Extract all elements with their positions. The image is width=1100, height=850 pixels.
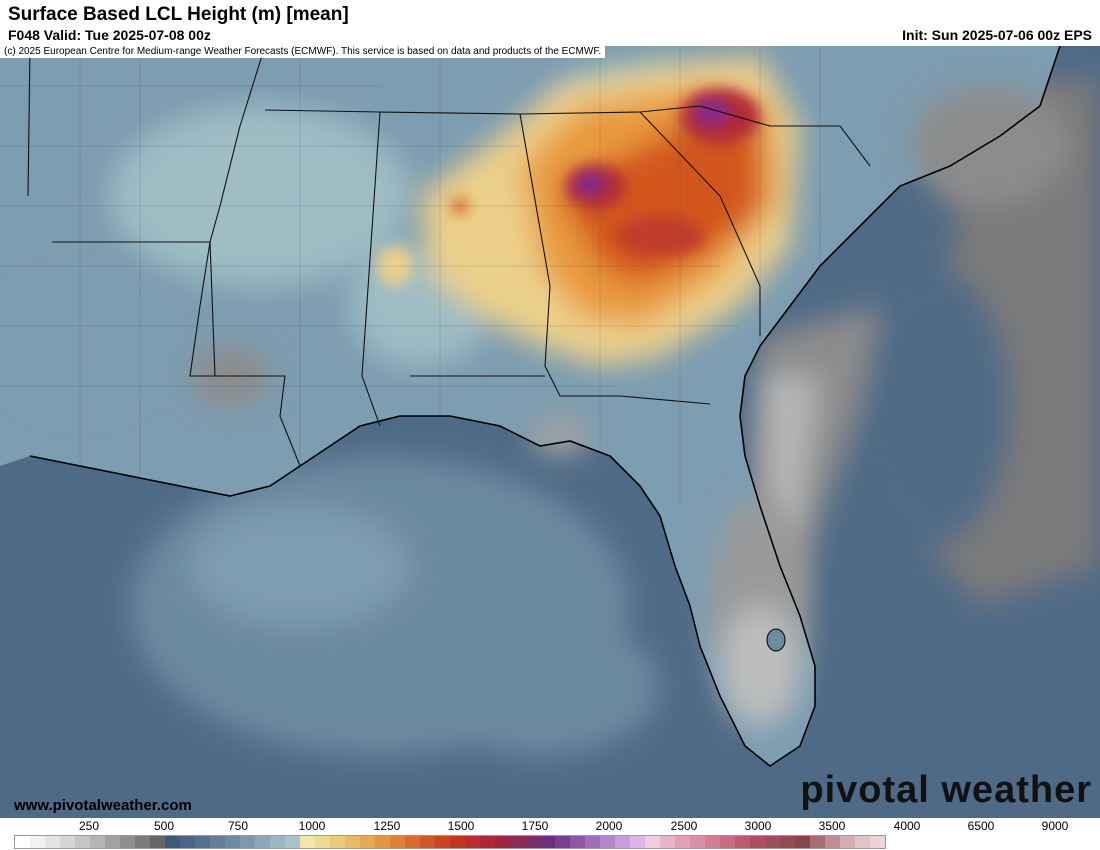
legend-labels: 250 500 750 1000 1250 1500 1750 2000 250… (0, 818, 1100, 834)
legend-swatch (285, 836, 300, 848)
legend-swatch (600, 836, 615, 848)
legend-tick-label: 2000 (595, 819, 623, 833)
brand-logo: pivotal weather (800, 769, 1092, 811)
legend-swatch (210, 836, 225, 848)
legend-swatch (390, 836, 405, 848)
legend-tick-label: 500 (153, 819, 175, 833)
legend-swatch (120, 836, 135, 848)
legend-swatch (90, 836, 105, 848)
legend-tick-label: 3500 (818, 819, 846, 833)
legend-tick-label: 250 (78, 819, 100, 833)
legend-tick-label: 9000 (1041, 819, 1069, 833)
legend-swatch (825, 836, 840, 848)
legend-swatch (300, 836, 315, 848)
legend-swatch (675, 836, 690, 848)
legend-swatch (540, 836, 555, 848)
legend-swatch (615, 836, 630, 848)
legend-swatch (225, 836, 240, 848)
valid-time: F048 Valid: Tue 2025-07-08 00z (8, 27, 211, 43)
legend-swatch (360, 836, 375, 848)
legend-swatch (495, 836, 510, 848)
legend-swatch (105, 836, 120, 848)
legend-swatch (525, 836, 540, 848)
legend-swatch (660, 836, 675, 848)
legend-swatch (705, 836, 720, 848)
site-url[interactable]: www.pivotalweather.com (14, 797, 192, 814)
legend-tick-label: 4000 (893, 819, 921, 833)
legend-swatch (645, 836, 660, 848)
land-field (0, 66, 1070, 726)
legend-tick-label: 2500 (670, 819, 698, 833)
legend-swatch (690, 836, 705, 848)
legend-swatch (315, 836, 330, 848)
state-borders (27, 46, 871, 467)
map-canvas (0, 46, 1100, 818)
legend-swatch (750, 836, 765, 848)
legend-swatch (735, 836, 750, 848)
legend-swatch (255, 836, 270, 848)
legend-swatch (435, 836, 450, 848)
legend-swatch (555, 836, 570, 848)
legend-swatch (630, 836, 645, 848)
legend-tick-label: 1000 (298, 819, 326, 833)
legend-swatch (510, 836, 525, 848)
color-legend: 250 500 750 1000 1250 1500 1750 2000 250… (0, 818, 1100, 850)
legend-color-bar (14, 835, 886, 849)
forecast-map[interactable]: (c) 2025 European Centre for Medium-rang… (0, 46, 1100, 818)
legend-tick-label: 1250 (373, 819, 401, 833)
legend-swatch (60, 836, 75, 848)
legend-tick-label: 750 (227, 819, 249, 833)
legend-swatch (765, 836, 780, 848)
legend-swatch (45, 836, 60, 848)
legend-tick-label: 3000 (744, 819, 772, 833)
legend-swatch (795, 836, 810, 848)
legend-swatch (840, 836, 855, 848)
legend-tick-label: 1500 (447, 819, 475, 833)
legend-swatch (570, 836, 585, 848)
county-lines (0, 46, 821, 506)
legend-swatch (810, 836, 825, 848)
legend-swatch (330, 836, 345, 848)
init-time: Init: Sun 2025-07-06 00z EPS (902, 27, 1092, 43)
legend-swatch (780, 836, 795, 848)
legend-swatch (165, 836, 180, 848)
legend-swatch (240, 836, 255, 848)
legend-swatch (150, 836, 165, 848)
legend-swatch (855, 836, 870, 848)
copyright-notice: (c) 2025 European Centre for Medium-rang… (0, 46, 606, 58)
legend-swatch (195, 836, 210, 848)
legend-swatch (405, 836, 420, 848)
legend-swatch (585, 836, 600, 848)
legend-tick-label: 6500 (967, 819, 995, 833)
legend-swatch (270, 836, 285, 848)
legend-swatch (345, 836, 360, 848)
map-title: Surface Based LCL Height (m) [mean] (8, 4, 349, 25)
legend-swatch (180, 836, 195, 848)
lcl-peak-region (377, 88, 760, 286)
gulf-field (130, 456, 660, 756)
legend-swatch (15, 836, 30, 848)
legend-swatch (30, 836, 45, 848)
map-header: Surface Based LCL Height (m) [mean] F048… (0, 0, 1100, 46)
legend-swatch (375, 836, 390, 848)
coastline (29, 46, 1061, 767)
legend-swatch (870, 836, 885, 848)
legend-swatch (720, 836, 735, 848)
legend-tick-label: 1750 (521, 819, 549, 833)
legend-swatch (465, 836, 480, 848)
legend-swatch (480, 836, 495, 848)
legend-swatch (75, 836, 90, 848)
legend-swatch (135, 836, 150, 848)
lake-okeechobee (766, 628, 786, 652)
legend-swatch (420, 836, 435, 848)
legend-swatch (450, 836, 465, 848)
